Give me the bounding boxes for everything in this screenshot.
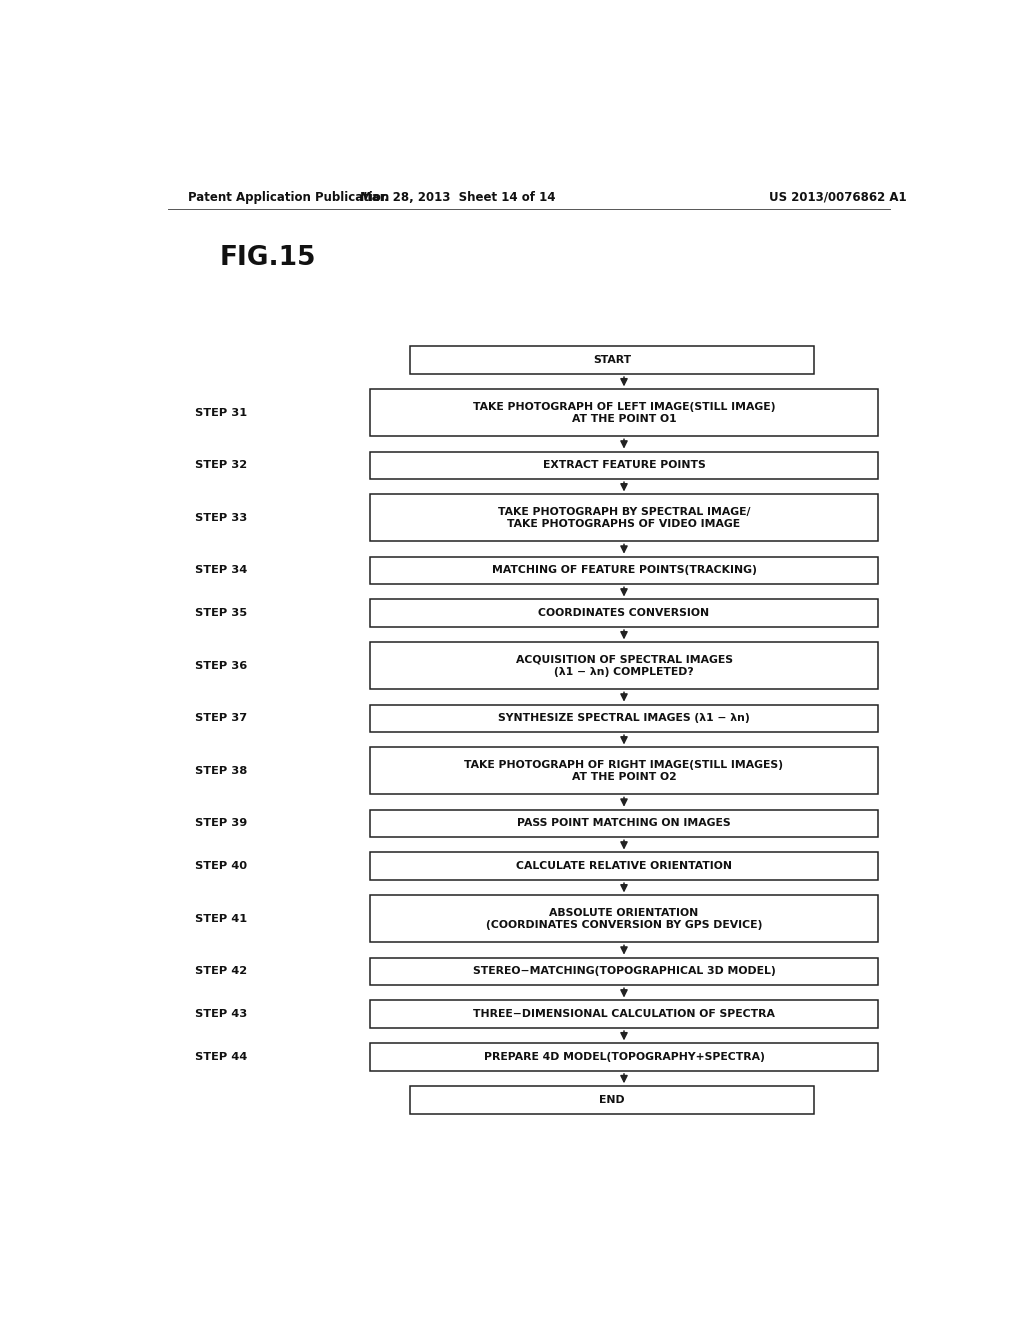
Text: STEP 36: STEP 36	[196, 661, 248, 671]
Bar	[370, 599, 878, 627]
Bar	[370, 557, 878, 585]
Bar	[370, 895, 878, 942]
Bar	[370, 957, 878, 985]
Text: FIG.15: FIG.15	[219, 244, 315, 271]
Text: THREE−DIMENSIONAL CALCULATION OF SPECTRA: THREE−DIMENSIONAL CALCULATION OF SPECTRA	[473, 1010, 775, 1019]
Bar	[370, 389, 878, 437]
Text: STEP 40: STEP 40	[196, 862, 248, 871]
Text: STEP 31: STEP 31	[196, 408, 248, 418]
Text: US 2013/0076862 A1: US 2013/0076862 A1	[769, 190, 907, 203]
Text: END: END	[599, 1096, 625, 1105]
Text: STEP 37: STEP 37	[196, 713, 248, 723]
Bar	[370, 451, 878, 479]
Bar	[410, 1086, 814, 1114]
Text: START: START	[593, 355, 631, 366]
Text: STEP 42: STEP 42	[196, 966, 248, 977]
Text: STEP 32: STEP 32	[196, 461, 248, 470]
Text: STEP 39: STEP 39	[196, 818, 248, 829]
Text: STEP 35: STEP 35	[196, 609, 248, 618]
Bar	[370, 747, 878, 795]
Bar	[370, 853, 878, 880]
Bar	[410, 346, 814, 374]
Text: TAKE PHOTOGRAPH OF RIGHT IMAGE(STILL IMAGES)
AT THE POINT O2: TAKE PHOTOGRAPH OF RIGHT IMAGE(STILL IMA…	[465, 760, 783, 783]
Text: COORDINATES CONVERSION: COORDINATES CONVERSION	[539, 609, 710, 618]
Text: STEP 43: STEP 43	[196, 1010, 248, 1019]
Text: Mar. 28, 2013  Sheet 14 of 14: Mar. 28, 2013 Sheet 14 of 14	[359, 190, 555, 203]
Text: STEP 44: STEP 44	[196, 1052, 248, 1063]
Bar	[370, 809, 878, 837]
Text: PREPARE 4D MODEL(TOPOGRAPHY+SPECTRA): PREPARE 4D MODEL(TOPOGRAPHY+SPECTRA)	[483, 1052, 765, 1063]
Text: STEP 34: STEP 34	[196, 565, 248, 576]
Text: STEP 41: STEP 41	[196, 913, 248, 924]
Text: STEP 38: STEP 38	[196, 766, 248, 776]
Bar	[370, 705, 878, 733]
Text: SYNTHESIZE SPECTRAL IMAGES (λ1 − λn): SYNTHESIZE SPECTRAL IMAGES (λ1 − λn)	[498, 713, 750, 723]
Text: CALCULATE RELATIVE ORIENTATION: CALCULATE RELATIVE ORIENTATION	[516, 862, 732, 871]
Text: EXTRACT FEATURE POINTS: EXTRACT FEATURE POINTS	[543, 461, 706, 470]
Text: STEREO−MATCHING(TOPOGRAPHICAL 3D MODEL): STEREO−MATCHING(TOPOGRAPHICAL 3D MODEL)	[473, 966, 775, 977]
Text: ABSOLUTE ORIENTATION
(COORDINATES CONVERSION BY GPS DEVICE): ABSOLUTE ORIENTATION (COORDINATES CONVER…	[485, 908, 762, 931]
Bar	[370, 643, 878, 689]
Text: TAKE PHOTOGRAPH OF LEFT IMAGE(STILL IMAGE)
AT THE POINT O1: TAKE PHOTOGRAPH OF LEFT IMAGE(STILL IMAG…	[473, 401, 775, 424]
Text: TAKE PHOTOGRAPH BY SPECTRAL IMAGE∕
TAKE PHOTOGRAPHS OF VIDEO IMAGE: TAKE PHOTOGRAPH BY SPECTRAL IMAGE∕ TAKE …	[498, 507, 751, 529]
Text: Patent Application Publication: Patent Application Publication	[187, 190, 389, 203]
Text: PASS POINT MATCHING ON IMAGES: PASS POINT MATCHING ON IMAGES	[517, 818, 731, 829]
Text: STEP 33: STEP 33	[196, 513, 248, 523]
Bar	[370, 1043, 878, 1071]
Text: MATCHING OF FEATURE POINTS(TRACKING): MATCHING OF FEATURE POINTS(TRACKING)	[492, 565, 757, 576]
Bar	[370, 1001, 878, 1028]
Text: ACQUISITION OF SPECTRAL IMAGES
(λ1 − λn) COMPLETED?: ACQUISITION OF SPECTRAL IMAGES (λ1 − λn)…	[515, 655, 732, 677]
Bar	[370, 495, 878, 541]
